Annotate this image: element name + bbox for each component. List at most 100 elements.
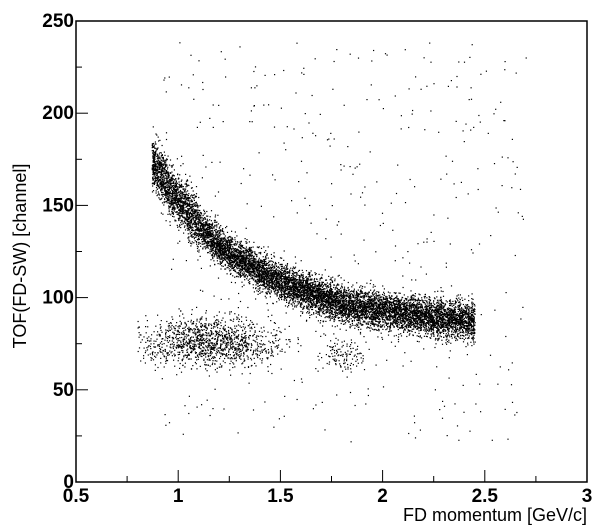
data-point xyxy=(209,248,211,250)
data-point xyxy=(357,308,359,310)
data-point xyxy=(199,242,201,244)
data-point xyxy=(316,284,318,286)
data-point xyxy=(379,307,381,309)
data-point xyxy=(234,253,236,255)
data-point xyxy=(400,304,402,306)
data-point xyxy=(283,281,285,283)
data-point xyxy=(428,310,430,312)
data-point xyxy=(297,281,299,283)
data-point xyxy=(161,168,163,170)
data-point xyxy=(471,328,473,330)
data-point xyxy=(317,292,319,294)
data-point xyxy=(196,245,198,247)
data-point xyxy=(235,265,237,267)
data-point xyxy=(329,293,332,295)
data-point xyxy=(428,314,430,316)
data-point xyxy=(152,177,154,180)
data-point xyxy=(342,323,345,325)
data-point xyxy=(405,319,407,321)
data-point xyxy=(252,246,254,248)
data-point xyxy=(343,320,345,322)
data-point xyxy=(221,237,223,239)
data-point xyxy=(330,288,332,290)
data-point xyxy=(345,316,347,318)
data-point xyxy=(361,292,363,294)
data-point xyxy=(445,314,447,316)
data-point xyxy=(193,202,195,204)
data-point xyxy=(243,253,245,255)
data-point xyxy=(154,172,156,174)
data-point xyxy=(391,308,393,310)
data-point xyxy=(409,302,411,304)
data-point xyxy=(439,331,441,333)
data-point xyxy=(152,171,154,173)
data-point xyxy=(238,271,240,274)
data-point xyxy=(360,303,362,305)
data-point xyxy=(172,191,174,193)
data-point xyxy=(319,293,321,295)
data-point xyxy=(292,291,294,293)
data-point xyxy=(280,278,283,280)
data-point xyxy=(297,290,299,292)
data-point xyxy=(373,299,375,301)
data-point xyxy=(232,261,234,264)
data-point xyxy=(322,286,324,288)
data-point xyxy=(383,296,385,298)
data-point xyxy=(151,191,154,193)
data-point xyxy=(169,221,171,223)
data-point xyxy=(399,314,401,316)
data-point xyxy=(270,267,272,269)
data-point xyxy=(260,247,263,249)
data-point xyxy=(193,197,195,199)
data-point xyxy=(307,280,309,282)
data-point xyxy=(181,215,184,217)
data-point xyxy=(334,288,336,290)
data-point xyxy=(225,259,227,261)
data-point xyxy=(266,287,268,289)
data-point xyxy=(454,308,456,311)
data-point xyxy=(341,311,343,313)
data-point xyxy=(164,188,166,190)
data-point xyxy=(383,324,385,326)
data-point xyxy=(366,282,368,284)
data-point xyxy=(185,210,187,212)
data-point xyxy=(257,293,259,295)
data-point xyxy=(444,321,446,323)
data-point xyxy=(292,295,294,297)
data-point xyxy=(383,301,385,303)
data-point xyxy=(197,228,199,230)
data-point xyxy=(280,292,282,294)
data-point xyxy=(337,306,339,308)
data-point xyxy=(463,318,465,320)
data-point xyxy=(279,257,282,259)
data-point xyxy=(459,317,461,319)
data-point xyxy=(470,341,472,343)
data-point xyxy=(409,316,411,318)
data-point xyxy=(345,304,348,306)
data-point xyxy=(235,256,237,258)
data-point xyxy=(364,321,366,323)
data-point xyxy=(351,286,353,288)
data-point xyxy=(200,229,202,231)
data-point xyxy=(338,320,340,322)
data-point xyxy=(434,324,436,326)
data-point xyxy=(187,196,189,199)
data-point xyxy=(190,213,193,215)
data-point xyxy=(205,233,207,235)
data-point xyxy=(389,319,391,322)
data-point xyxy=(218,250,220,252)
data-point xyxy=(156,134,158,136)
data-point xyxy=(469,310,471,312)
data-point xyxy=(289,271,291,273)
data-point xyxy=(181,186,183,188)
data-point xyxy=(474,305,476,307)
data-point xyxy=(184,195,186,198)
data-point xyxy=(274,261,277,264)
data-point xyxy=(440,301,442,303)
data-point xyxy=(173,216,175,218)
data-point xyxy=(439,321,441,323)
data-point xyxy=(349,314,351,316)
data-point xyxy=(244,257,246,259)
data-point xyxy=(313,298,315,301)
data-point xyxy=(167,173,169,175)
